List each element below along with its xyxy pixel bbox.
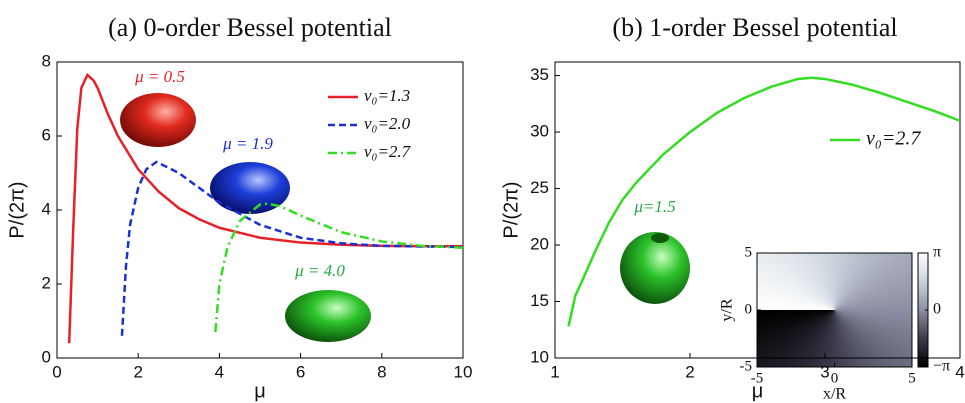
series-line (67, 72, 463, 344)
annotation: μ = 4.0 (294, 261, 345, 280)
x-axis-label: μ (254, 380, 266, 402)
series-line (567, 76, 961, 327)
chart-title: (b) 1-order Bessel potential (612, 13, 897, 42)
colorbar-tick-label: −π (933, 358, 950, 375)
y-tick-label: 2 (42, 273, 51, 292)
blob-green (285, 290, 371, 342)
y-tick-label: 6 (42, 125, 51, 144)
y-tick-label: 8 (42, 51, 51, 70)
y-tick-label: 4 (42, 199, 51, 218)
series-line (214, 202, 464, 333)
x-tick-label: 6 (296, 362, 305, 381)
annotation: μ=1.5 (633, 197, 675, 216)
annotation: μ = 0.5 (134, 67, 185, 86)
x-tick-label: 2 (685, 362, 694, 381)
y-tick-label: 15 (530, 291, 549, 310)
y-tick-label: 20 (530, 235, 549, 254)
x-axis-label: μ (752, 380, 764, 402)
x-tick-label: 8 (377, 362, 386, 381)
colorbar (918, 253, 928, 367)
y-tick-label: 5 (745, 244, 753, 260)
colorbar-tick-label: π (933, 244, 941, 261)
x-tick-label: -5 (751, 370, 764, 386)
y-tick-label: 0 (42, 347, 51, 366)
annotation: μ = 1.9 (222, 134, 273, 153)
x-tick-label: 1 (550, 362, 559, 381)
x-tick-label: 2 (133, 362, 142, 381)
x-tick-label: 4 (955, 362, 964, 381)
x-tick-label: 10 (454, 362, 473, 381)
blob-red (120, 93, 196, 147)
y-axis-label: P/(2π) (6, 181, 28, 238)
x-tick-label: 0 (52, 362, 61, 381)
phase-image (757, 253, 912, 367)
legend-label: ν₀=2.7 (364, 142, 412, 161)
y-tick-label: -5 (740, 358, 753, 374)
y-axis-label: y/R (719, 298, 736, 321)
inset-frame (756, 252, 913, 368)
legend-label: ν₀=2.7 (866, 128, 921, 150)
blob-green-b (620, 232, 690, 304)
blob-blue (210, 162, 290, 214)
x-tick-label: 5 (908, 370, 916, 386)
chart-title: (a) 0-order Bessel potential (108, 13, 392, 42)
y-tick-label: 10 (530, 347, 549, 366)
y-tick-label: 0 (745, 301, 753, 317)
y-axis-label: P/(2π) (500, 181, 522, 238)
x-axis-label: x/R (823, 386, 846, 403)
blob-hole (651, 233, 669, 243)
colorbar-tick-label: 0 (933, 301, 941, 318)
x-tick-label: 4 (215, 362, 224, 381)
y-tick-label: 30 (530, 122, 549, 141)
x-tick-label: 3 (820, 362, 829, 381)
y-tick-label: 25 (530, 178, 549, 197)
legend-label: ν₀=1.3 (364, 86, 410, 105)
blobs (120, 93, 690, 342)
y-tick-label: 35 (530, 65, 549, 84)
series-line (120, 160, 464, 336)
x-tick-label: 0 (831, 370, 839, 386)
legend-label: ν₀=2.0 (364, 114, 411, 133)
